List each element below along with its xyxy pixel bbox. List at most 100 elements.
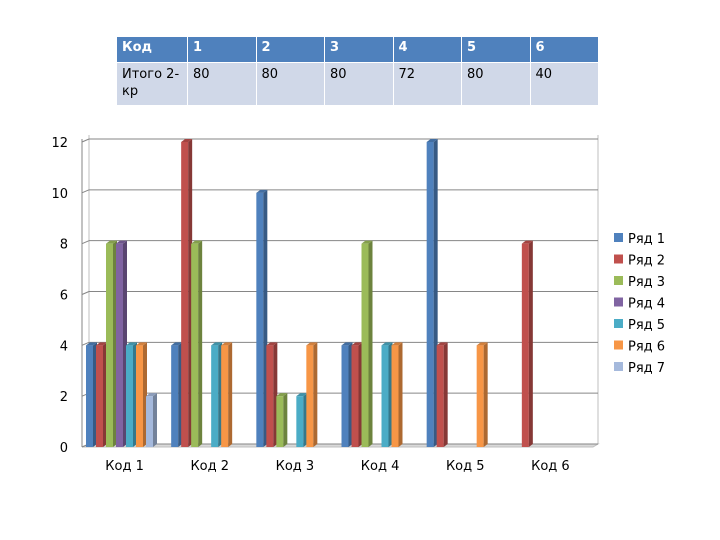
y-tick-label: 2 (60, 390, 68, 405)
legend-swatch (614, 319, 623, 328)
bar (106, 243, 113, 447)
table-header-cell: 5 (461, 37, 531, 63)
legend-label: Ряд 7 (628, 361, 665, 376)
bar (126, 345, 133, 447)
gridline-depth (81, 240, 90, 245)
bar-side (368, 240, 373, 447)
bar-top (256, 189, 268, 193)
y-tick-label: 8 (60, 238, 68, 253)
bar (521, 243, 529, 447)
bar (136, 345, 143, 447)
bar-top (391, 342, 403, 346)
legend-swatch (614, 340, 623, 350)
gridline-depth (81, 189, 90, 194)
bar-top (476, 342, 488, 346)
bar-top (171, 342, 183, 346)
legend-swatch (614, 297, 623, 307)
bar-top (436, 342, 448, 346)
bar (221, 345, 229, 447)
bar (476, 345, 484, 447)
legend-label: Ряд 5 (628, 318, 665, 333)
x-tick-label: Код 2 (190, 459, 229, 474)
bar (391, 345, 399, 447)
bar-side (228, 342, 233, 447)
bar-top (221, 342, 233, 346)
bar-top (96, 342, 107, 346)
bar (191, 243, 199, 447)
bar-top (426, 139, 438, 142)
bar (86, 345, 93, 447)
bar-top (341, 342, 353, 346)
bars (86, 139, 533, 448)
bar-side (313, 342, 318, 447)
x-tick-label: Код 5 (446, 459, 485, 474)
table-header-row: Код 1 2 3 4 5 6 (117, 37, 599, 63)
bar (96, 345, 103, 447)
gridline-depth (81, 138, 90, 143)
bar-side (398, 342, 403, 447)
x-tick-label: Код 4 (361, 459, 400, 474)
bar (351, 345, 359, 447)
bar-top (361, 240, 373, 244)
bar-side (153, 393, 157, 447)
table-header-cell: 2 (256, 37, 325, 63)
x-tick-label: Код 6 (531, 459, 570, 474)
bar-top (106, 240, 117, 244)
table-header-cell: Код (117, 37, 188, 63)
table-cell: 40 (530, 62, 599, 105)
bar (436, 345, 444, 447)
table-header-cell: 1 (187, 37, 257, 63)
summary-table: Код 1 2 3 4 5 6 Итого 2-кр 80 80 80 72 8… (117, 37, 599, 105)
bar-side (283, 393, 288, 447)
gridline-depth (81, 291, 90, 295)
legend-label: Ряд 4 (628, 297, 665, 312)
bar-top (86, 342, 97, 346)
y-axis: 0 2 4 6 8 10 12 (51, 136, 68, 456)
bar-top (126, 342, 137, 346)
y-tick-label: 10 (51, 187, 68, 202)
table-cell: 80 (324, 62, 394, 105)
x-tick-label: Код 1 (105, 459, 144, 474)
bar-top (351, 342, 363, 346)
bar-top (116, 240, 127, 244)
x-tick-label: Код 3 (276, 459, 315, 474)
bar-top (266, 342, 278, 346)
bar (341, 345, 349, 447)
legend: Ряд 1 Ряд 2 Ряд 3 Ряд 4 Ряд 5 Ряд 6 Ряд 7 (614, 232, 665, 376)
bar-top (276, 393, 288, 397)
bar (116, 243, 123, 447)
legend-swatch (614, 362, 623, 371)
bar (296, 396, 304, 447)
table-cell: 80 (461, 62, 531, 105)
bar-side (443, 342, 448, 447)
bar-top (381, 342, 393, 346)
bar-top (211, 342, 223, 346)
bar (211, 345, 219, 447)
legend-label: Ряд 6 (628, 340, 665, 355)
bar-side (198, 240, 203, 447)
table-header-cell: 6 (530, 37, 599, 63)
table-header-cell: 4 (393, 37, 462, 63)
bar-top (181, 139, 193, 142)
bar-top (296, 393, 308, 397)
bar (256, 192, 264, 447)
x-axis: Код 1 Код 2 Код 3 Код 4 Код 5 Код 6 (105, 459, 569, 474)
legend-label: Ряд 3 (628, 275, 665, 290)
bar (276, 396, 284, 447)
bar (146, 396, 153, 447)
table-cell: 80 (187, 62, 257, 105)
table-cell: 80 (256, 62, 325, 105)
bar-top (306, 342, 318, 346)
legend-swatch (614, 254, 623, 264)
bar (266, 345, 274, 447)
bar-side (483, 342, 488, 447)
bar (306, 345, 314, 447)
y-tick-label: 12 (51, 136, 68, 151)
table-cell: Итого 2-кр (117, 62, 188, 105)
gridline-depth (81, 341, 90, 346)
table-header-cell: 3 (324, 37, 394, 63)
legend-swatch (614, 233, 623, 242)
bar-side (528, 240, 533, 447)
bar-top (136, 342, 147, 346)
